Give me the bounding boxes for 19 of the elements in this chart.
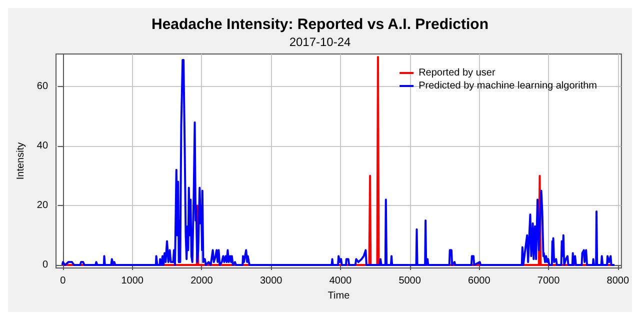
x-tick-label: 0	[60, 276, 66, 286]
y-tick-label: 60	[36, 81, 48, 92]
chart-title: Headache Intensity: Reported vs A.I. Prediction	[151, 16, 489, 33]
y-tick-label: 0	[42, 260, 48, 271]
y-tick-label: 20	[36, 200, 48, 212]
x-tick-label: 8000	[606, 276, 630, 286]
y-tick-label: 40	[36, 140, 48, 152]
x-tick-label: 1000	[121, 276, 144, 286]
legend-label: Predicted by machine learning algorithm	[418, 80, 598, 92]
x-axis-title: Time	[328, 290, 350, 302]
x-tick-label: 3000	[260, 276, 283, 286]
x-tick-label: 4000	[329, 276, 352, 286]
x-tick-label: 6000	[468, 276, 491, 286]
x-tick-label: 2000	[190, 276, 214, 286]
x-tick-label: 7000	[537, 276, 560, 286]
legend-label: Reported by user	[418, 68, 496, 78]
y-axis-title: Intensity	[16, 142, 26, 180]
chart-subtitle: 2017-10-24	[289, 35, 352, 49]
x-tick-label: 5000	[398, 276, 422, 286]
